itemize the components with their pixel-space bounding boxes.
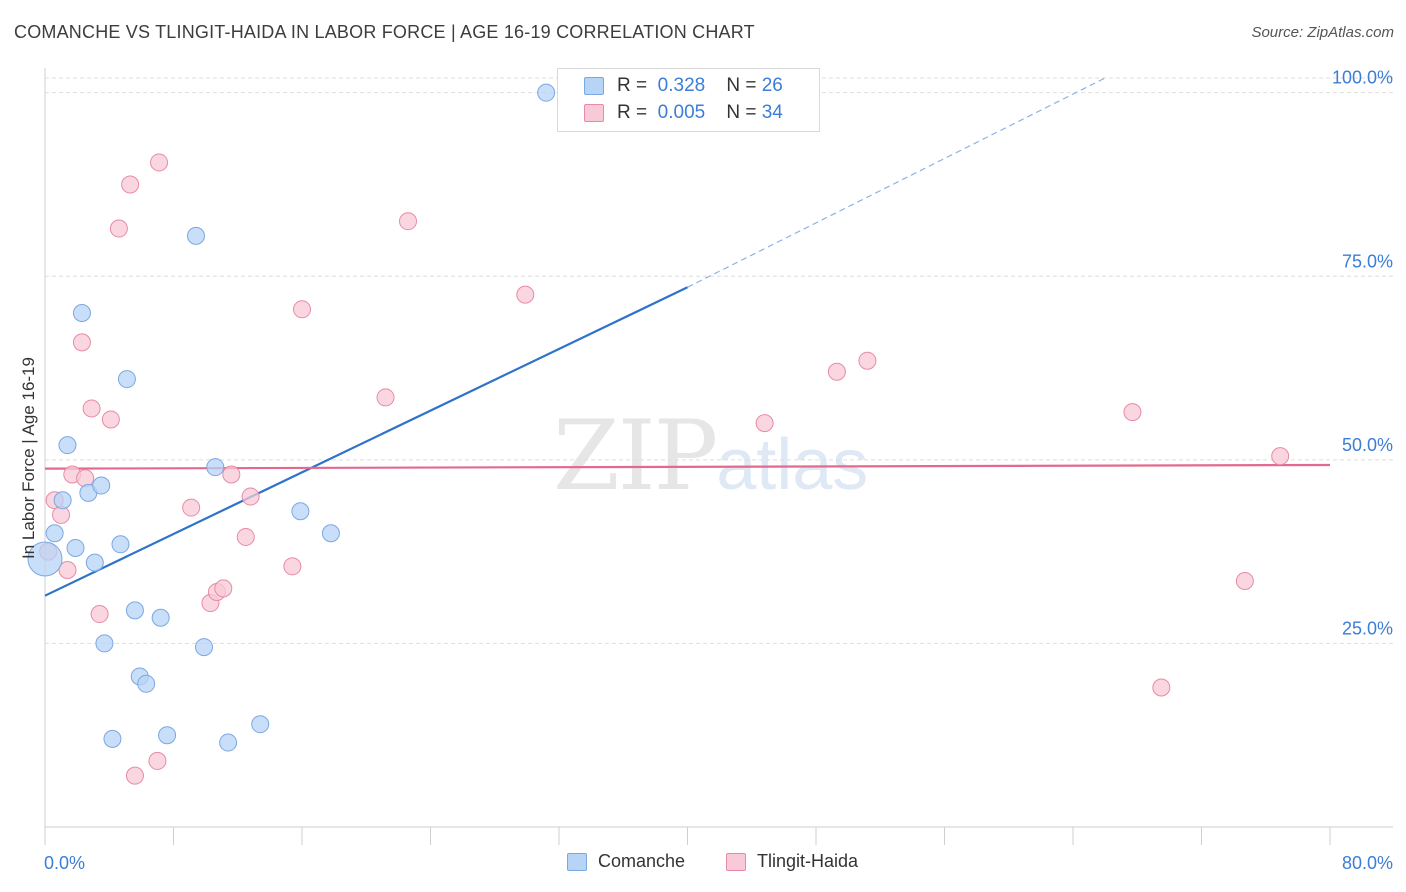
- axis-layer: [44, 68, 1393, 845]
- tlingit-point: [72, 333, 91, 352]
- tlingit-point: [1123, 403, 1142, 422]
- correlation-legend: R = 0.328 N = 26 R = 0.005 N = 34: [557, 68, 820, 132]
- comanche-point: [151, 608, 170, 627]
- tlingit-point: [76, 469, 95, 488]
- comanche-point: [291, 502, 310, 521]
- r-value: 0.328: [657, 75, 706, 96]
- comanche-point: [195, 638, 214, 657]
- legend-row-comanche: R = 0.328 N = 26: [584, 74, 783, 98]
- tlingit-point: [150, 153, 169, 172]
- label-layer: 25.0% 50.0% 75.0% 100.0% 0.0% 80.0% In Labor F…: [19, 68, 1393, 873]
- r-value: 0.005: [657, 102, 706, 123]
- comanche-point: [66, 538, 85, 557]
- comanche-point: [58, 436, 77, 455]
- comanche-point: [95, 634, 114, 653]
- grid-layer: [45, 77, 1395, 644]
- watermark-atlas: atlas: [716, 425, 869, 505]
- tlingit-point: [58, 560, 77, 579]
- tlingit-point: [755, 414, 774, 433]
- x-tick-label: 80.0%: [1342, 853, 1393, 873]
- tlingit-point: [1152, 678, 1171, 697]
- comanche-point: [117, 370, 136, 389]
- tlingit-point: [90, 605, 109, 624]
- tlingit-point: [148, 751, 167, 770]
- tlingit-point: [1271, 447, 1290, 466]
- tlingit-point: [125, 766, 144, 785]
- comanche-point: [45, 524, 64, 543]
- tlingit-point: [214, 579, 233, 598]
- tlingit-point: [399, 212, 418, 231]
- tlingit-point: [222, 465, 241, 484]
- n-label: N =: [726, 75, 757, 96]
- x-tick-label: 0.0%: [44, 853, 85, 873]
- chart-title: COMANCHE VS TLINGIT-HAIDA IN LABOR FORCE…: [14, 22, 755, 42]
- comanche-label: Comanche: [598, 851, 686, 871]
- y-tick-label: 50.0%: [1342, 435, 1393, 455]
- comanche-swatch: [567, 852, 587, 871]
- tlingit-point: [1235, 572, 1254, 591]
- legend-row-tlingit: R = 0.005 N = 34: [584, 101, 783, 125]
- tlingit-point: [858, 351, 877, 370]
- zipatlas-watermark: ZIPatlas: [553, 400, 868, 512]
- tlingit-point: [82, 399, 101, 418]
- tlingit-trendline: [44, 463, 1331, 470]
- comanche-point: [72, 303, 91, 322]
- y-tick-label: 75.0%: [1342, 251, 1393, 271]
- comanche-point: [186, 226, 205, 245]
- tlingit-point: [516, 285, 535, 304]
- points-layer: [27, 83, 1290, 785]
- tlingit-point: [236, 527, 255, 546]
- r-label: R =: [617, 75, 648, 96]
- comanche-point: [537, 83, 556, 102]
- comanche-point: [321, 524, 340, 543]
- tlingit-point: [101, 410, 120, 429]
- comanche-point: [158, 726, 177, 745]
- comanche-point: [27, 541, 63, 577]
- comanche-point: [125, 601, 144, 620]
- comanche-trendline-extension: [687, 77, 1106, 288]
- comanche-point: [103, 729, 122, 748]
- tlingit-point: [121, 175, 140, 194]
- bottom-legend-tlingit: Tlingit-Haida: [726, 851, 858, 872]
- comanche-point: [137, 674, 156, 693]
- comanche-point: [251, 715, 270, 734]
- tlingit-point: [827, 362, 846, 381]
- chart-source: Source: ZipAtlas.com: [1251, 24, 1394, 41]
- tlingit-point: [182, 498, 201, 517]
- tlingit-swatch: [584, 104, 604, 122]
- y-tick-label: 100.0%: [1332, 68, 1393, 88]
- comanche-point: [92, 476, 111, 495]
- comanche-point: [219, 733, 238, 752]
- tlingit-swatch: [726, 852, 746, 871]
- trend-layer: [44, 77, 1331, 597]
- n-label: N =: [726, 102, 757, 123]
- n-value: 26: [761, 75, 783, 96]
- tlingit-point: [283, 557, 302, 576]
- n-value: 34: [761, 102, 783, 123]
- tlingit-point: [241, 487, 260, 506]
- y-tick-label: 25.0%: [1342, 618, 1393, 638]
- tlingit-label: Tlingit-Haida: [757, 851, 859, 871]
- comanche-point: [206, 458, 225, 477]
- y-axis-title: In Labor Force | Age 16-19: [19, 357, 38, 559]
- comanche-trendline: [44, 286, 688, 597]
- comanche-point: [111, 535, 130, 554]
- tlingit-point: [109, 219, 128, 238]
- comanche-swatch: [584, 77, 604, 95]
- watermark-zip: ZIP: [553, 400, 718, 512]
- bottom-legend-comanche: Comanche: [567, 851, 685, 872]
- comanche-point: [53, 491, 72, 510]
- tlingit-point: [376, 388, 395, 407]
- comanche-point: [85, 553, 104, 572]
- tlingit-point: [293, 300, 311, 319]
- r-label: R =: [617, 102, 648, 123]
